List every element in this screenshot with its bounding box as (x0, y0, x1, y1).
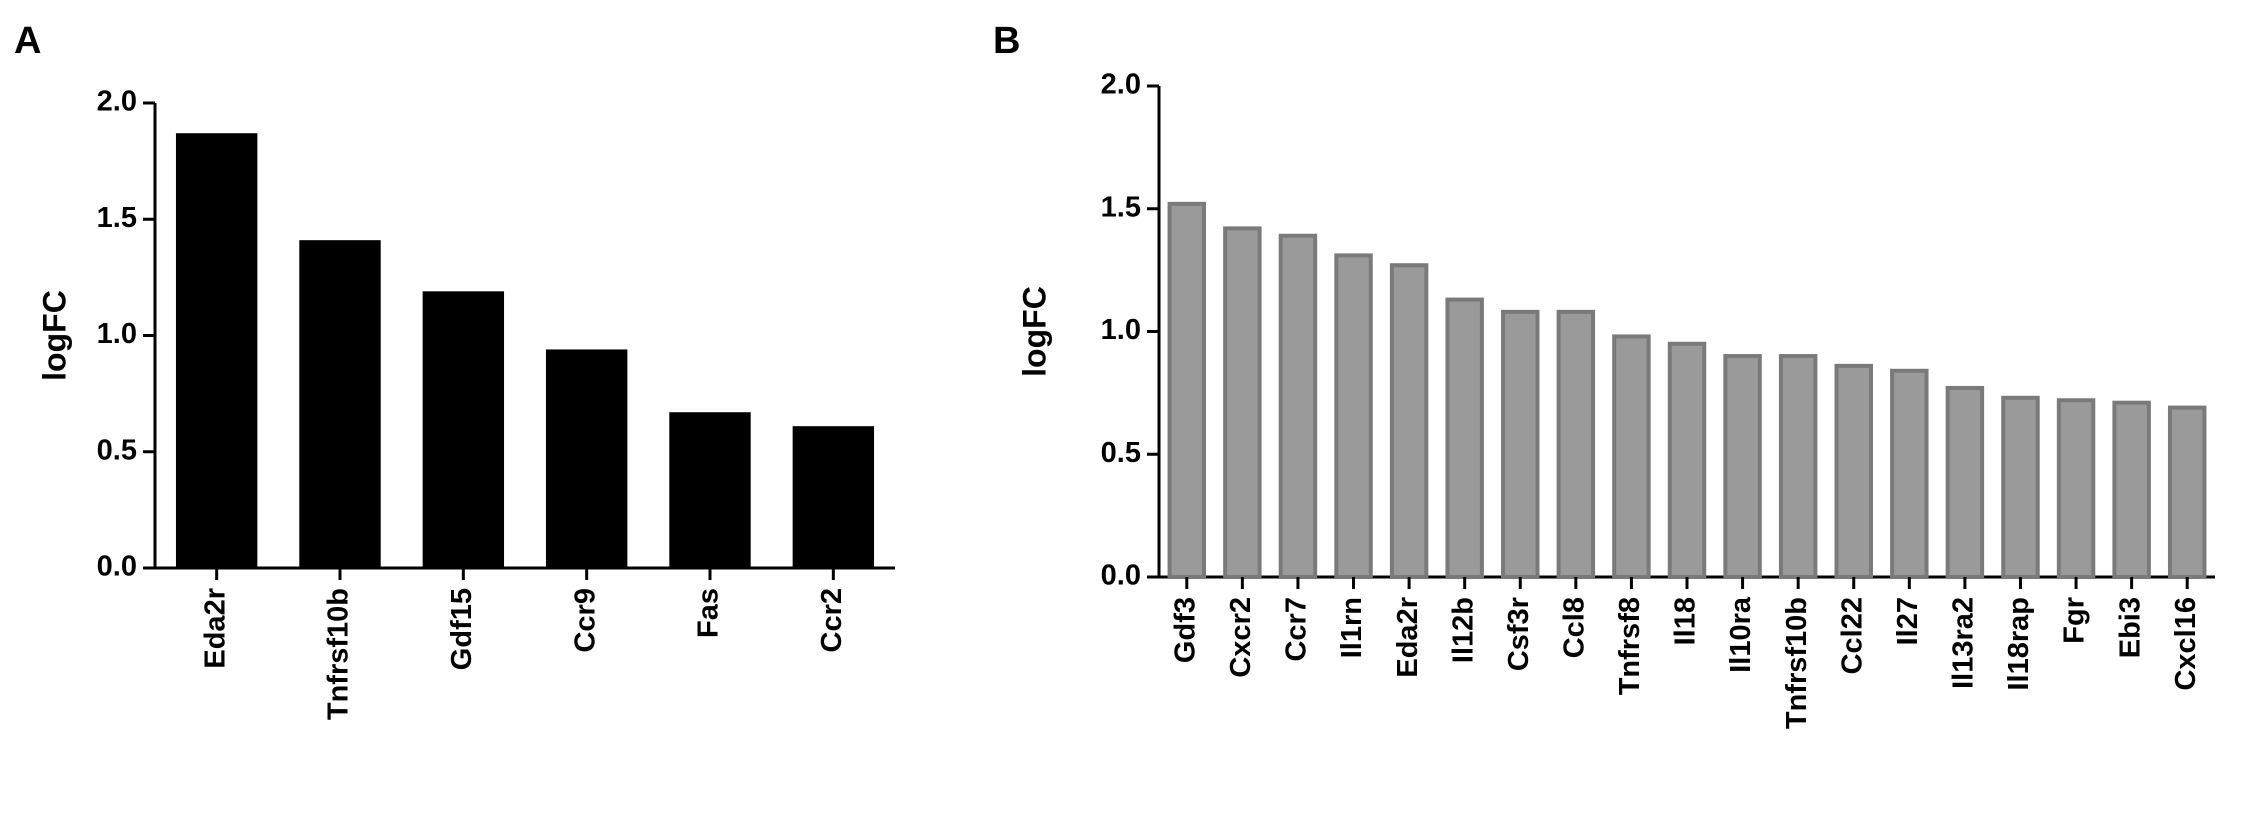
x-tick-label: Il10ra (1725, 596, 1757, 673)
x-tick-label: Cxcl16 (2170, 597, 2202, 691)
bar (1167, 201, 1207, 579)
y-tick-label: 1.5 (1101, 191, 1141, 223)
x-tick-label: Fas (693, 588, 725, 638)
bar (1612, 334, 1651, 579)
x-tick-label: Ccr9 (569, 588, 601, 653)
bar (1445, 297, 1484, 579)
y-tick-label: 2.0 (97, 86, 137, 118)
x-tick-label: Il12b (1447, 597, 1479, 663)
x-tick-label: Gdf3 (1169, 597, 1201, 663)
x-tick-label: Tnfrsf10b (1781, 597, 1813, 729)
y-tick-label: 0.5 (1101, 437, 1141, 469)
bar (1945, 385, 1985, 579)
bar (1389, 263, 1429, 579)
bar (1834, 363, 1873, 579)
bar (1667, 341, 1707, 579)
x-tick-label: Eda2r (199, 588, 231, 669)
bar (1890, 368, 1929, 579)
x-tick-label: Ccr2 (816, 588, 848, 653)
bar (1778, 354, 1818, 579)
bar (2112, 400, 2151, 579)
y-tick-label: 1.0 (1101, 314, 1141, 346)
x-tick-label: Il1rn (1336, 597, 1368, 658)
bar (2167, 405, 2207, 580)
x-tick-label: Tnfrsf10b (323, 588, 355, 720)
bar (2001, 395, 2040, 579)
bar (299, 240, 381, 569)
y-tick-label: 1.0 (97, 318, 137, 350)
panel-label: A (14, 20, 41, 62)
bar (422, 291, 505, 568)
x-tick-label: Il27 (1892, 597, 1924, 645)
bar (545, 349, 628, 568)
bar (1556, 309, 1596, 579)
bar (792, 426, 875, 568)
x-tick-label: Il18 (1670, 597, 1702, 645)
x-tick-label: Fgr (2059, 597, 2091, 644)
x-tick-label: Eda2r (1392, 597, 1424, 678)
x-tick-label: Cxcr2 (1225, 597, 1257, 678)
x-tick-label: Il13ra2 (1948, 597, 1980, 689)
bar (2056, 398, 2096, 579)
panel-label: B (993, 20, 1020, 62)
bar (1334, 253, 1373, 580)
bar (1723, 354, 1762, 579)
y-axis-title: logFC (36, 290, 72, 381)
x-tick-label: Csf3r (1503, 597, 1535, 671)
x-tick-label: Ebi3 (2114, 597, 2146, 658)
x-tick-label: Ccl8 (1558, 597, 1590, 658)
y-tick-label: 1.5 (97, 202, 137, 234)
bar (1278, 233, 1318, 579)
y-tick-label: 0.5 (97, 434, 137, 466)
y-axis-title: logFC (1016, 286, 1052, 377)
y-tick-label: 2.0 (1101, 69, 1141, 101)
y-tick-label: 0.0 (97, 551, 137, 583)
x-tick-label: Ccl22 (1836, 597, 1868, 674)
x-tick-label: Ccr7 (1281, 597, 1313, 662)
x-tick-label: Il18rap (2003, 597, 2035, 691)
bar (1223, 226, 1262, 579)
bar (1501, 309, 1540, 579)
y-tick-label: 0.0 (1101, 560, 1141, 592)
bar (175, 133, 258, 568)
x-tick-label: Gdf15 (446, 588, 478, 670)
bar (669, 412, 751, 568)
x-tick-label: Tnfrsf8 (1614, 597, 1646, 695)
